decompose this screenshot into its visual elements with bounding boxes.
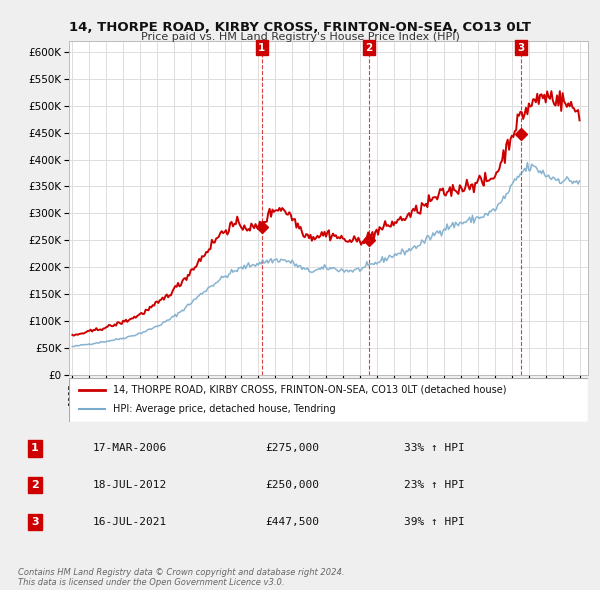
Text: 23% ↑ HPI: 23% ↑ HPI [404,480,464,490]
Text: 3: 3 [517,42,525,53]
Text: 17-MAR-2006: 17-MAR-2006 [92,444,167,454]
Text: 14, THORPE ROAD, KIRBY CROSS, FRINTON-ON-SEA, CO13 0LT: 14, THORPE ROAD, KIRBY CROSS, FRINTON-ON… [69,21,531,34]
Text: 3: 3 [31,517,39,527]
Text: £275,000: £275,000 [265,444,319,454]
Text: 1: 1 [258,42,265,53]
Text: 39% ↑ HPI: 39% ↑ HPI [404,517,464,527]
Text: Contains HM Land Registry data © Crown copyright and database right 2024.
This d: Contains HM Land Registry data © Crown c… [18,568,344,587]
Text: 1: 1 [31,444,39,454]
Text: HPI: Average price, detached house, Tendring: HPI: Average price, detached house, Tend… [113,405,336,414]
Text: 18-JUL-2012: 18-JUL-2012 [92,480,167,490]
Text: £250,000: £250,000 [265,480,319,490]
Text: 2: 2 [31,480,39,490]
Text: 33% ↑ HPI: 33% ↑ HPI [404,444,464,454]
Text: 2: 2 [365,42,373,53]
Text: £447,500: £447,500 [265,517,319,527]
FancyBboxPatch shape [69,378,588,422]
Text: 14, THORPE ROAD, KIRBY CROSS, FRINTON-ON-SEA, CO13 0LT (detached house): 14, THORPE ROAD, KIRBY CROSS, FRINTON-ON… [113,385,506,395]
Text: Price paid vs. HM Land Registry's House Price Index (HPI): Price paid vs. HM Land Registry's House … [140,32,460,42]
Text: 16-JUL-2021: 16-JUL-2021 [92,517,167,527]
